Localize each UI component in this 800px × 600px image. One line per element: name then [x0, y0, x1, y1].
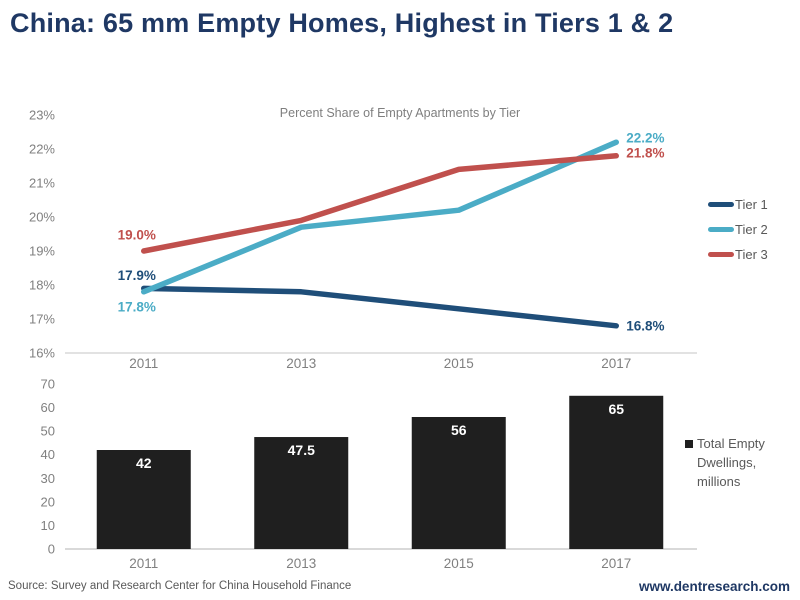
legend-label: Tier 3	[735, 247, 768, 262]
bar-legend-marker	[685, 440, 693, 448]
bar-y-tick: 40	[41, 447, 55, 462]
tier2-legend-marker	[708, 227, 734, 232]
tier2-line	[141, 139, 619, 295]
legend-item-tier-2: Tier 2	[708, 221, 768, 238]
page-title: China: 65 mm Empty Homes, Highest in Tie…	[10, 8, 674, 38]
bar-value-label: 42	[136, 455, 152, 471]
line-x-label: 2013	[286, 356, 316, 371]
tier2-last-label: 22.2%	[626, 131, 664, 146]
line-y-tick: 23%	[29, 108, 55, 123]
tier2-first-label: 17.8%	[118, 299, 156, 314]
line-y-tick: 18%	[29, 278, 55, 293]
bar-x-label: 2013	[286, 556, 316, 571]
line-y-tick: 16%	[29, 346, 55, 361]
line-x-label: 2011	[129, 356, 158, 371]
bar-value-label: 65	[608, 401, 624, 417]
tier1-line	[141, 285, 619, 329]
bar-value-label: 56	[451, 422, 467, 438]
source-note: Source: Survey and Research Center for C…	[8, 580, 352, 592]
bar-x-label: 2015	[444, 556, 474, 571]
bar-2015	[411, 417, 506, 549]
line-y-tick: 17%	[29, 312, 55, 327]
tier3-first-label: 19.0%	[118, 228, 156, 243]
tier3-legend-marker	[708, 252, 734, 257]
bar-x-label: 2017	[601, 556, 631, 571]
line-chart-legend: Tier 1 Tier 2 Tier 3	[708, 196, 768, 263]
legend-label: Tier 1	[735, 197, 768, 212]
bar-y-tick: 50	[41, 424, 55, 439]
bar-y-tick: 60	[41, 400, 55, 415]
tier3-line	[141, 153, 619, 254]
tier3-last-label: 21.8%	[626, 145, 664, 160]
bar-2011	[96, 450, 191, 549]
line-chart-title: Percent Share of Empty Apartments by Tie…	[279, 106, 521, 120]
tier1-first-label: 17.9%	[118, 268, 156, 283]
bar-legend-label: Total Empty Dwellings, millions	[697, 436, 765, 489]
legend-label: Tier 2	[735, 222, 768, 237]
website-link[interactable]: www.dentresearch.com	[638, 579, 790, 594]
tier1-legend-marker	[708, 202, 734, 207]
bar-2017	[569, 395, 664, 549]
bar-x-label: 2011	[129, 556, 158, 571]
legend-item-tier-3: Tier 3	[708, 246, 768, 263]
legend-item-tier-1: Tier 1	[708, 196, 768, 213]
bar-y-tick: 20	[41, 494, 55, 509]
line-y-tick: 22%	[29, 142, 55, 157]
bar-2013	[254, 437, 349, 549]
line-x-label: 2017	[601, 356, 631, 371]
tier1-last-label: 16.8%	[626, 318, 664, 333]
line-y-tick: 20%	[29, 210, 55, 225]
line-y-tick: 21%	[29, 176, 55, 191]
line-y-tick: 19%	[29, 244, 55, 259]
bar-y-tick: 10	[41, 518, 55, 533]
bar-y-tick: 0	[48, 542, 55, 557]
bar-chart-legend: Total Empty Dwellings, millions	[685, 435, 780, 492]
line-x-label: 2015	[444, 356, 474, 371]
bar-y-tick: 70	[41, 377, 55, 392]
bar-y-tick: 30	[41, 471, 55, 486]
bar-value-label: 47.5	[288, 442, 315, 458]
